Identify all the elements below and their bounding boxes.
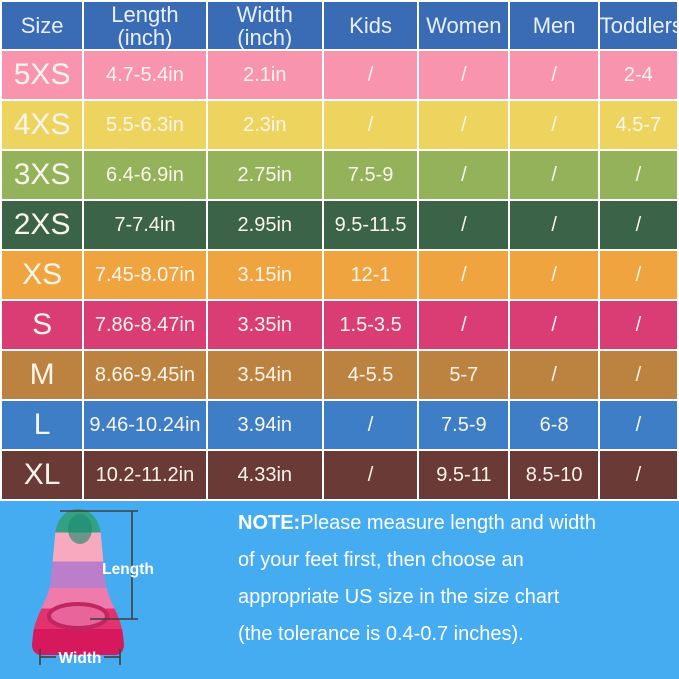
column-header-toddlers: Toddlers: [599, 2, 677, 49]
cell-kids: /: [323, 51, 418, 99]
note-label: NOTE:: [238, 512, 301, 534]
fin-tip-shade: [68, 514, 92, 544]
cell-kids: /: [323, 401, 418, 449]
cell-kids: 7.5-9: [323, 151, 418, 199]
cell-women: 7.5-9: [419, 401, 509, 449]
cell-size: 2XS: [2, 201, 83, 249]
cell-width: 3.35in: [207, 301, 322, 349]
cell-toddlers: /: [599, 451, 677, 499]
cell-toddlers: 2-4: [599, 51, 677, 99]
fin-foot-opening: [47, 602, 109, 630]
table-row-m: M 8.66-9.45in 3.54in 4-5.5 5-7//: [2, 351, 677, 399]
cell-men: /: [510, 101, 598, 149]
column-header-length: Length (inch): [84, 2, 206, 49]
cell-women: 9.5-11: [419, 451, 509, 499]
cell-men: /: [510, 151, 598, 199]
cell-men: 8.5-10: [510, 451, 598, 499]
column-header-men: Men: [510, 2, 598, 49]
cell-length: 10.2-11.2in: [84, 451, 206, 499]
cell-width: 4.33in: [207, 451, 322, 499]
cell-width: 2.3in: [207, 101, 322, 149]
fin-width-label: Width: [59, 650, 102, 667]
cell-kids: /: [323, 451, 418, 499]
cell-toddlers: /: [599, 151, 677, 199]
cell-size: XS: [2, 251, 83, 299]
cell-length: 8.66-9.45in: [84, 351, 206, 399]
column-header-kids: Kids: [323, 2, 418, 49]
cell-men: /: [510, 51, 598, 99]
table-row-5xs: 5XS 4.7-5.4in 2.1in / //2-4: [2, 51, 677, 99]
cell-width: 2.75in: [207, 151, 322, 199]
cell-size: S: [2, 301, 83, 349]
note-text: NOTE:Please measure length and width of …: [238, 513, 670, 661]
cell-toddlers: /: [599, 351, 677, 399]
size-chart-table: Size Length (inch) Width (inch) Kids Women Men T…: [0, 0, 679, 501]
cell-women: /: [419, 201, 509, 249]
table-row-xs: XS 7.45-8.07in 3.15in 12-1// /: [2, 251, 677, 299]
cell-width: 2.95in: [207, 201, 322, 249]
cell-size: 3XS: [2, 151, 83, 199]
cell-kids: /: [323, 101, 418, 149]
column-header-women: Women: [419, 2, 509, 49]
fin-illustration: Length Width: [32, 509, 154, 667]
cell-width: 3.15in: [207, 251, 322, 299]
cell-length: 7.45-8.07in: [84, 251, 206, 299]
cell-men: /: [510, 351, 598, 399]
table-header: Size Length (inch) Width (inch) Kids Women Men T…: [2, 2, 677, 49]
column-header-width: Width (inch): [207, 2, 322, 49]
table-row-3xs: 3XS 6.4-6.9in 2.75in 7.5-9// /: [2, 151, 677, 199]
cell-men: /: [510, 201, 598, 249]
table-body: 5XS 4.7-5.4in 2.1in / //2-4 4XS 5.5-6.3in 2.3in…: [2, 51, 677, 499]
cell-women: /: [419, 101, 509, 149]
cell-length: 4.7-5.4in: [84, 51, 206, 99]
fin-length-label: Length: [102, 561, 154, 578]
cell-kids: 9.5-11.5: [323, 201, 418, 249]
cell-men: 6-8: [510, 401, 598, 449]
cell-men: /: [510, 301, 598, 349]
cell-size: M: [2, 351, 83, 399]
cell-length: 6.4-6.9in: [84, 151, 206, 199]
cell-size: XL: [2, 451, 83, 499]
note-section: Length Width NOTE:Please measure length …: [0, 501, 679, 679]
table-row-s: S 7.86-8.47in 3.35in 1.5-3.5// /: [2, 301, 677, 349]
note-line-1-text: Please measure length and width: [300, 512, 596, 534]
cell-kids: 12-1: [323, 251, 418, 299]
width-dimension-line: [39, 649, 121, 665]
cell-length: 9.46-10.24in: [84, 401, 206, 449]
cell-size: L: [2, 401, 83, 449]
table-row-xl: XL 10.2-11.2in 4.33in/9.5-11 8.5-10/: [2, 451, 677, 499]
cell-kids: 1.5-3.5: [323, 301, 418, 349]
cell-width: 2.1in: [207, 51, 322, 99]
note-line-2: of your feet first, then choose an: [238, 549, 524, 571]
cell-length: 7-7.4in: [84, 201, 206, 249]
cell-women: /: [419, 251, 509, 299]
length-dimension-line: [60, 510, 138, 620]
cell-women: /: [419, 151, 509, 199]
table-row-2xs: 2XS 7-7.4in 2.95in 9.5-11.5// /: [2, 201, 677, 249]
cell-size: 4XS: [2, 101, 83, 149]
cell-width: 3.94in: [207, 401, 322, 449]
table-row-4xs: 4XS 5.5-6.3in 2.3in / //4.5-7: [2, 101, 677, 149]
cell-toddlers: /: [599, 251, 677, 299]
cell-women: 5-7: [419, 351, 509, 399]
cell-toddlers: /: [599, 201, 677, 249]
note-line-3: appropriate US size in the size chart: [238, 586, 560, 608]
cell-toddlers: /: [599, 401, 677, 449]
cell-kids: 4-5.5: [323, 351, 418, 399]
cell-women: /: [419, 301, 509, 349]
table-row-l: L 9.46-10.24in 3.94in/7.5-9 6-8/: [2, 401, 677, 449]
cell-length: 5.5-6.3in: [84, 101, 206, 149]
cell-men: /: [510, 251, 598, 299]
note-line-1: NOTE:Please measure length and width: [238, 513, 670, 534]
header-row: Size Length (inch) Width (inch) Kids Women Men T…: [2, 2, 677, 49]
cell-toddlers: 4.5-7: [599, 101, 677, 149]
cell-toddlers: /: [599, 301, 677, 349]
cell-length: 7.86-8.47in: [84, 301, 206, 349]
cell-width: 3.54in: [207, 351, 322, 399]
cell-size: 5XS: [2, 51, 83, 99]
note-line-4: (the tolerance is 0.4-0.7 inches).: [238, 623, 524, 645]
cell-women: /: [419, 51, 509, 99]
column-header-size: Size: [2, 2, 83, 49]
